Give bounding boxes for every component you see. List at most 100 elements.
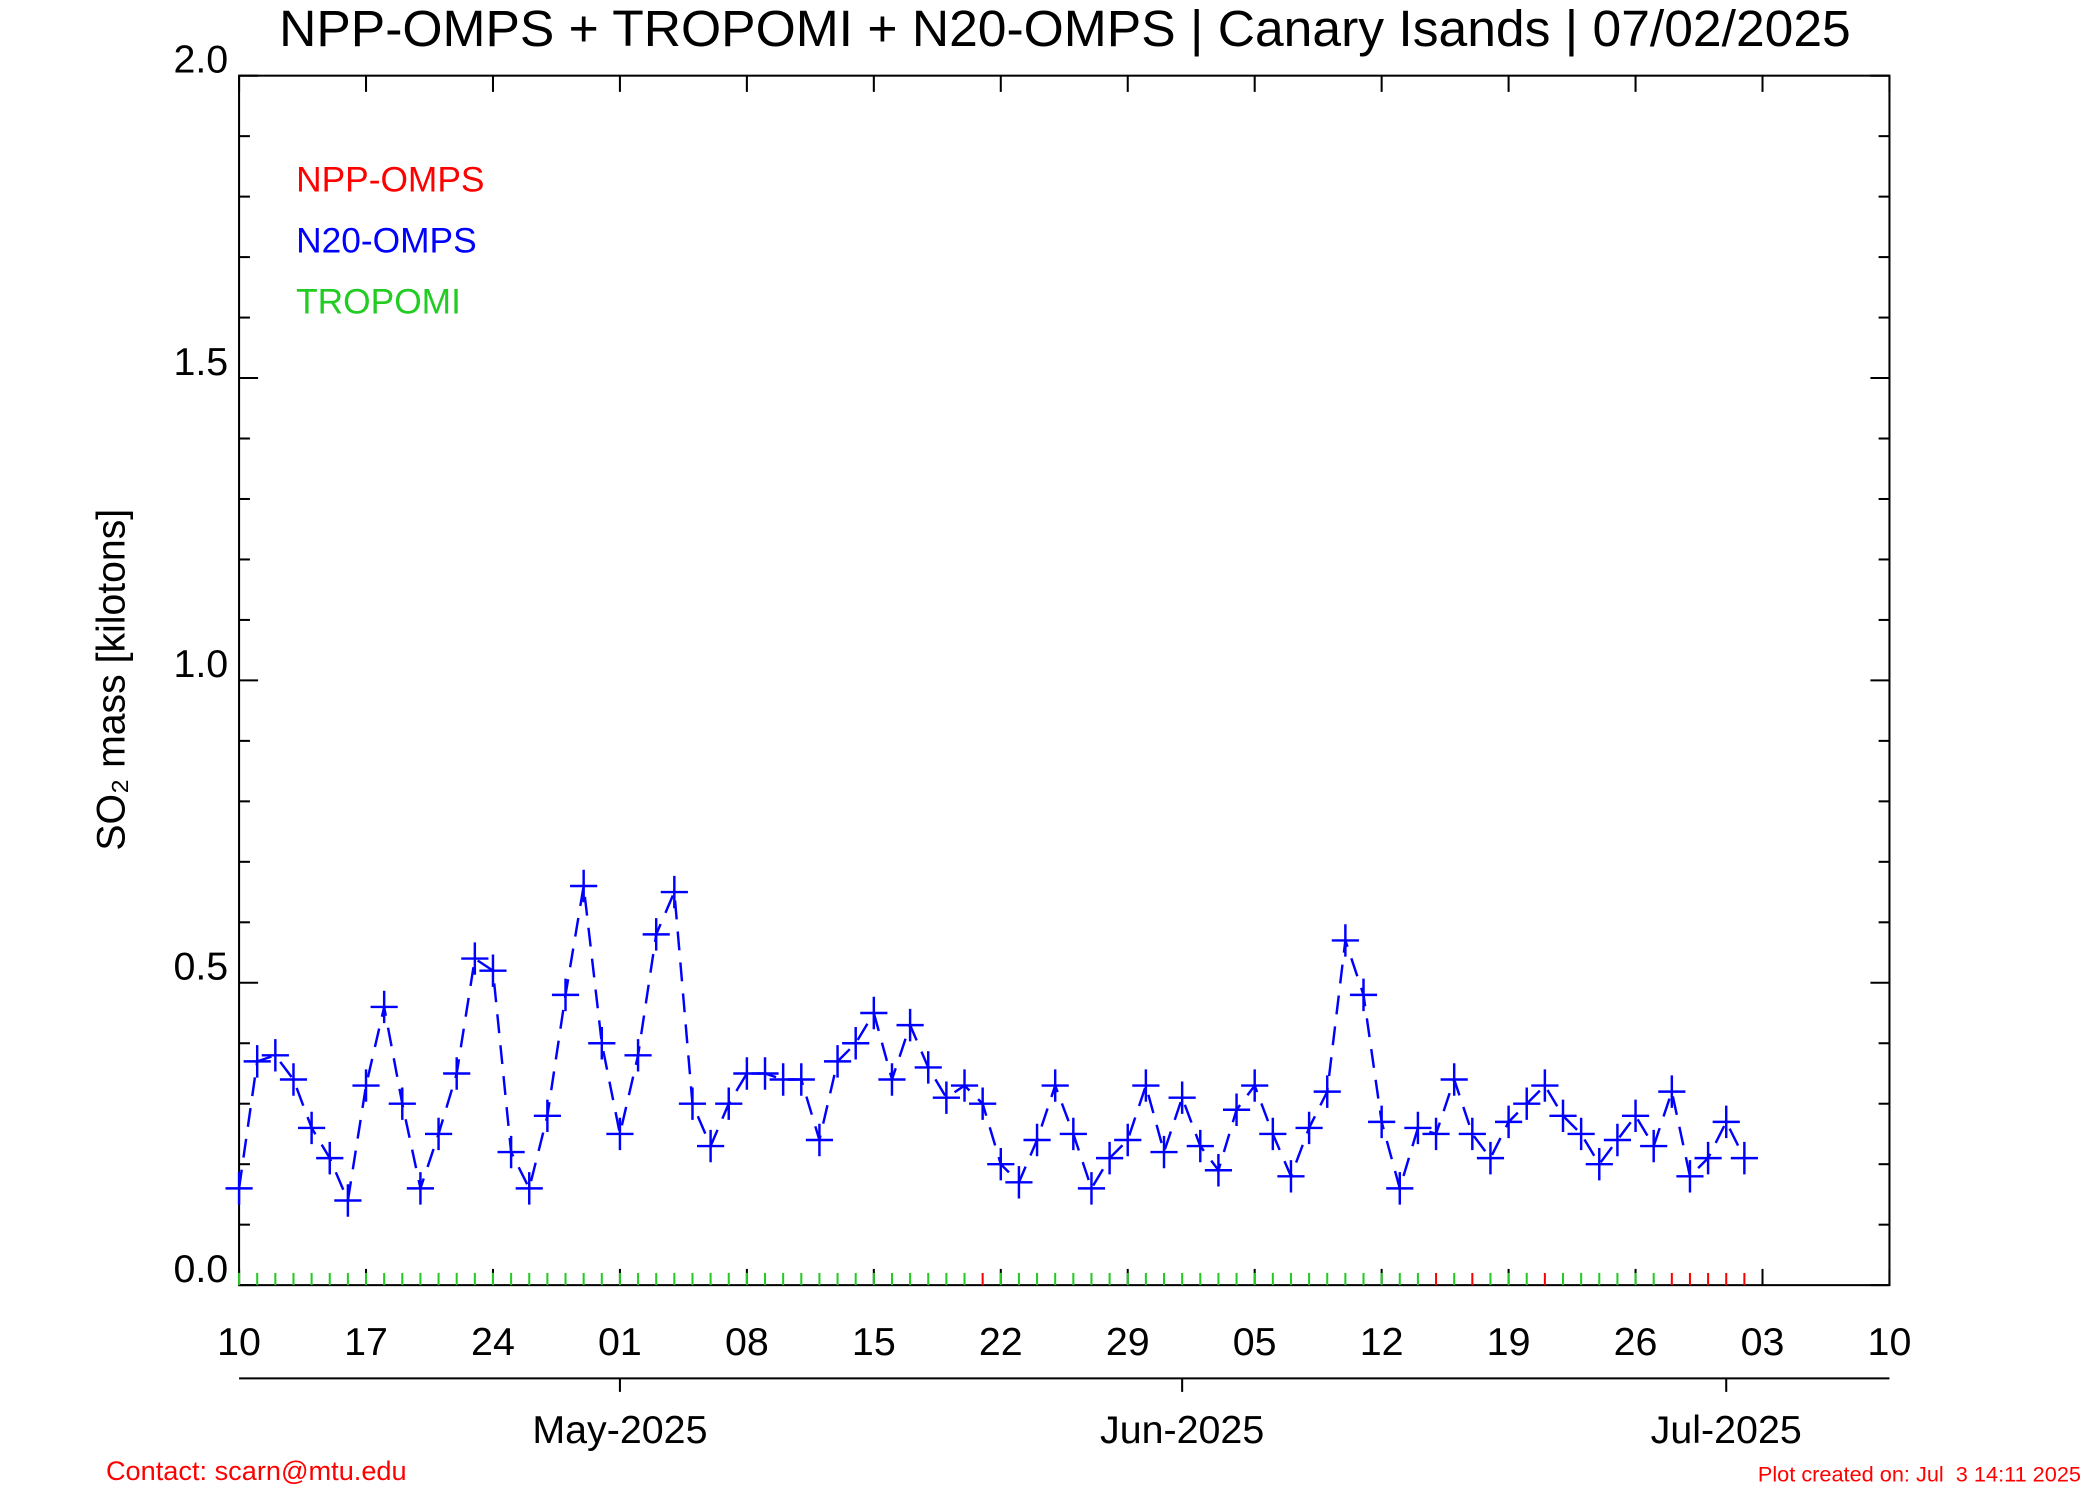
point-marker bbox=[570, 869, 598, 903]
point-marker bbox=[1694, 1141, 1722, 1175]
x-tick-label: 26 bbox=[1614, 1320, 1658, 1364]
point-marker bbox=[842, 1027, 870, 1060]
point-marker bbox=[551, 978, 580, 1012]
y-tick-label: 1.5 bbox=[173, 340, 228, 384]
point-marker bbox=[1603, 1123, 1632, 1157]
x-tick-label: 10 bbox=[1868, 1320, 1912, 1364]
month-label: May-2025 bbox=[532, 1408, 707, 1452]
point-marker bbox=[1368, 1105, 1396, 1139]
created-note: Plot created on: Jul 3 14:11 2025 bbox=[1758, 1461, 2081, 1486]
y-tick-label: 0.5 bbox=[173, 945, 228, 989]
plot-frame bbox=[238, 74, 1891, 1287]
point-marker bbox=[950, 1069, 979, 1102]
point-marker bbox=[660, 875, 688, 909]
point-marker bbox=[243, 1045, 271, 1078]
series-line bbox=[237, 885, 1746, 1205]
point-marker bbox=[515, 1172, 543, 1205]
y-tick-label: 2.0 bbox=[173, 38, 228, 82]
point-marker bbox=[697, 1129, 725, 1163]
point-marker bbox=[1204, 1154, 1233, 1187]
point-marker bbox=[1549, 1099, 1577, 1133]
point-marker bbox=[1658, 1075, 1686, 1108]
x-tick-label: 10 bbox=[217, 1320, 261, 1364]
point-marker bbox=[751, 1057, 779, 1090]
point-marker bbox=[642, 918, 670, 951]
point-marker bbox=[932, 1081, 960, 1114]
point-marker bbox=[1096, 1141, 1124, 1175]
point-marker bbox=[1458, 1117, 1486, 1151]
point-marker bbox=[1168, 1081, 1196, 1114]
point-marker bbox=[443, 1057, 471, 1090]
y-tick-label: 0.0 bbox=[173, 1247, 228, 1291]
x-tick-label: 01 bbox=[598, 1320, 642, 1364]
point-marker bbox=[1495, 1105, 1523, 1139]
point-marker bbox=[1476, 1141, 1505, 1175]
point-marker bbox=[1567, 1117, 1595, 1151]
point-marker bbox=[969, 1087, 997, 1120]
point-marker bbox=[1222, 1093, 1251, 1126]
legend-entry: NPP-OMPS bbox=[296, 161, 484, 200]
point-marker bbox=[1132, 1069, 1160, 1102]
x-tick-label: 08 bbox=[725, 1320, 769, 1364]
point-marker bbox=[787, 1063, 815, 1096]
x-tick-label: 24 bbox=[471, 1320, 515, 1364]
point-marker bbox=[823, 1045, 852, 1078]
x-tick-label: 19 bbox=[1487, 1320, 1531, 1364]
point-marker bbox=[1313, 1075, 1341, 1108]
point-marker bbox=[1422, 1117, 1450, 1151]
point-marker bbox=[860, 996, 888, 1030]
point-marker bbox=[1676, 1160, 1704, 1193]
point-marker bbox=[805, 1123, 834, 1157]
x-tick-label: 17 bbox=[344, 1320, 388, 1364]
point-marker bbox=[1041, 1069, 1069, 1102]
legend-entry: TROPOMI bbox=[296, 282, 461, 321]
point-marker bbox=[316, 1141, 344, 1175]
point-marker bbox=[370, 990, 398, 1024]
point-marker bbox=[588, 1027, 616, 1060]
point-marker bbox=[1349, 978, 1378, 1012]
point-marker bbox=[1186, 1129, 1214, 1163]
point-marker bbox=[1150, 1135, 1178, 1169]
point-marker bbox=[497, 1135, 525, 1169]
point-marker bbox=[678, 1087, 707, 1120]
point-marker bbox=[1114, 1123, 1142, 1157]
point-marker bbox=[1077, 1172, 1106, 1205]
point-marker bbox=[406, 1172, 435, 1205]
point-marker bbox=[1585, 1147, 1613, 1181]
point-marker bbox=[987, 1147, 1015, 1181]
point-marker bbox=[878, 1063, 906, 1096]
point-marker bbox=[1513, 1087, 1541, 1120]
point-marker bbox=[479, 954, 507, 987]
point-marker bbox=[715, 1087, 743, 1120]
point-marker bbox=[1295, 1111, 1323, 1145]
point-marker bbox=[914, 1051, 942, 1084]
point-marker bbox=[261, 1039, 289, 1072]
point-marker bbox=[1640, 1129, 1668, 1163]
point-marker bbox=[225, 1172, 253, 1205]
point-marker bbox=[388, 1087, 416, 1120]
chart-title: NPP-OMPS + TROPOMI + N20-OMPS | Canary I… bbox=[279, 0, 1851, 57]
point-marker bbox=[1023, 1123, 1051, 1157]
point-marker bbox=[1241, 1069, 1269, 1102]
point-marker bbox=[1386, 1172, 1414, 1205]
point-marker bbox=[1440, 1063, 1468, 1096]
x-tick-label: 12 bbox=[1360, 1320, 1404, 1364]
point-marker bbox=[1404, 1111, 1432, 1145]
point-marker bbox=[1259, 1117, 1287, 1151]
point-marker bbox=[279, 1063, 308, 1096]
x-tick-label: 29 bbox=[1106, 1320, 1150, 1364]
point-marker bbox=[424, 1117, 453, 1151]
point-marker bbox=[334, 1184, 362, 1217]
x-tick-label: 03 bbox=[1741, 1320, 1785, 1364]
month-label: Jun-2025 bbox=[1100, 1408, 1264, 1452]
y-tick-label: 1.0 bbox=[173, 642, 228, 686]
point-marker bbox=[624, 1039, 652, 1072]
y-axis-label: SO₂ mass [kilotons] bbox=[89, 509, 133, 851]
point-marker bbox=[1005, 1166, 1033, 1199]
point-marker bbox=[298, 1111, 326, 1145]
legend-entry: N20-OMPS bbox=[296, 222, 477, 261]
point-marker bbox=[1531, 1069, 1559, 1102]
x-tick-label: 22 bbox=[979, 1320, 1023, 1364]
point-marker bbox=[896, 1008, 924, 1042]
